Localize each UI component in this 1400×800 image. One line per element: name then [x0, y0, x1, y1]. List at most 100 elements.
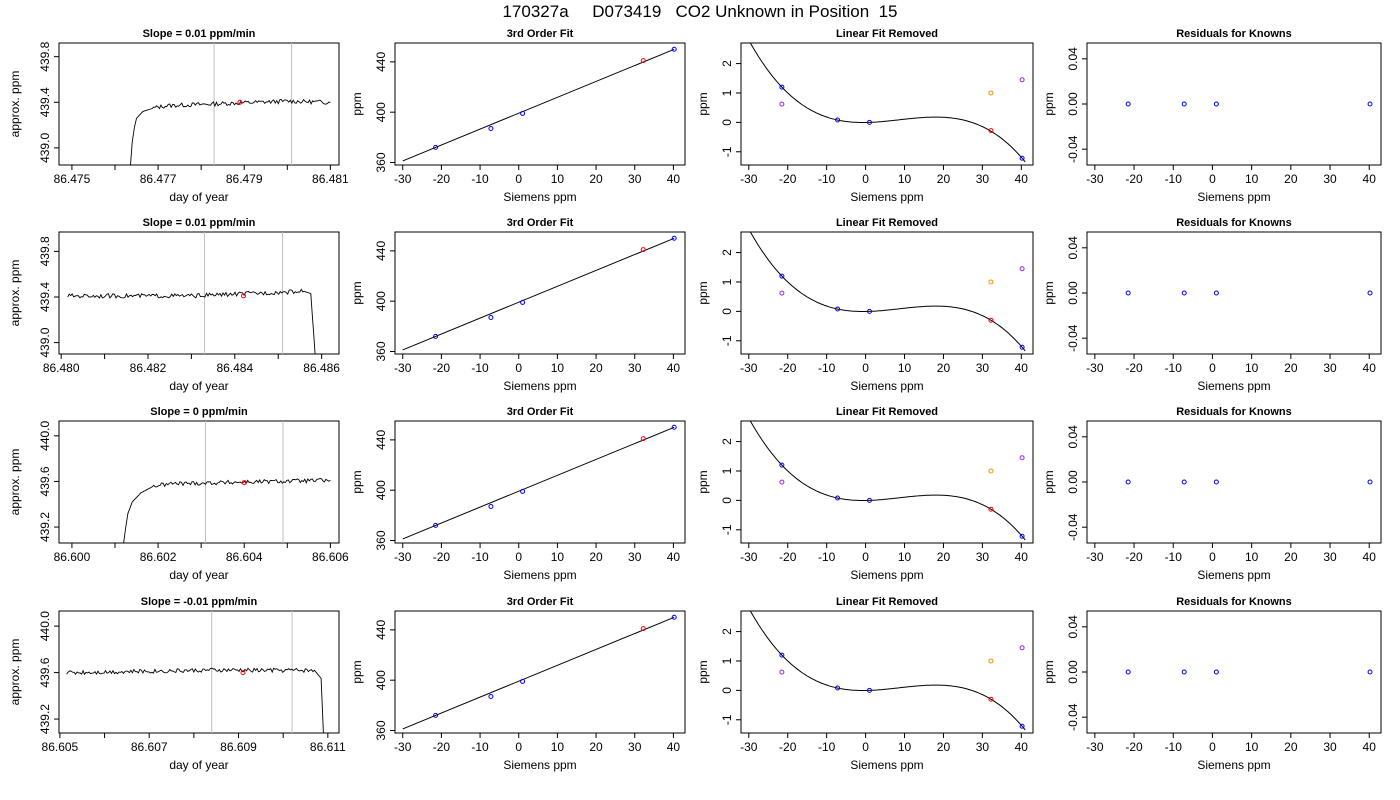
plot-frame	[394, 231, 686, 355]
concentration-trace	[67, 288, 316, 354]
x-tick-label: -30	[1086, 550, 1104, 564]
y-axis-label: approx. ppm	[8, 449, 22, 516]
x-tick-label: -10	[471, 550, 489, 564]
standard-point	[866, 308, 872, 314]
y-axis-label: approx. ppm	[8, 639, 22, 706]
x-tick-label: -30	[394, 740, 412, 754]
x-tick-label: 40	[1363, 172, 1377, 186]
panel-title: Slope = 0.01 ppm/min	[143, 217, 256, 229]
standard-point	[835, 306, 841, 312]
x-tick-label: 40	[1015, 740, 1029, 754]
panel-title: Linear Fit Removed	[836, 406, 938, 418]
y-tick-label: -1	[720, 146, 734, 157]
x-tick-label: 10	[1245, 361, 1259, 375]
y-tick-label: 0.04	[1066, 425, 1080, 449]
x-tick-label: -30	[740, 740, 758, 754]
x-tick-label: 86.606	[312, 550, 349, 564]
x-tick-label: 20	[1284, 361, 1298, 375]
fit-curve	[749, 43, 1026, 163]
unknown-point	[988, 506, 994, 512]
y-tick-label: 2	[720, 628, 734, 635]
x-tick-label: 86.475	[54, 172, 91, 186]
panel-2-3: Linear Fit Removed-30 -20 -10 0 10 20 30 40-101…	[696, 217, 1034, 393]
panel-2-1: Slope = 0.01 ppm/min 86.480 86.482 86.484 86…	[8, 217, 340, 393]
x-tick-label: 0	[862, 361, 869, 375]
unknown-point	[988, 696, 994, 702]
standard-point	[1125, 101, 1131, 107]
x-tick-label: -20	[779, 172, 797, 186]
plot-frame	[1086, 420, 1382, 544]
y-tick-label: 2	[720, 249, 734, 256]
x-tick-label: 10	[898, 361, 912, 375]
residual-point	[1019, 645, 1025, 651]
unknown-point	[640, 58, 646, 64]
x-tick-label: 10	[898, 172, 912, 186]
x-tick-label: 40	[1015, 550, 1029, 564]
x-tick-label: 10	[551, 740, 565, 754]
residual-point	[988, 90, 994, 96]
plot-frame	[740, 42, 1034, 166]
y-tick-label: 440	[374, 52, 388, 72]
y-axis-label: ppm	[696, 92, 710, 115]
concentration-trace	[123, 478, 331, 543]
x-tick-label: 30	[628, 740, 642, 754]
standard-point	[1367, 479, 1373, 485]
x-axis-label: Siemens ppm	[503, 758, 576, 772]
plot-area	[130, 43, 331, 165]
y-tick-label: 400	[374, 291, 388, 311]
x-tick-label: 86.481	[312, 172, 349, 186]
x-tick-label: -10	[818, 172, 836, 186]
panel-title: 3rd Order Fit	[507, 217, 574, 229]
x-tick-label: 30	[976, 740, 990, 754]
x-axis-label: day of year	[169, 758, 228, 772]
plot-area	[1125, 290, 1373, 296]
panel-title: 3rd Order Fit	[507, 596, 574, 608]
x-axis-label: Siemens ppm	[850, 190, 923, 204]
y-axis-label: ppm	[350, 92, 364, 115]
x-tick-label: 20	[589, 550, 603, 564]
y-tick-label: -0.04	[1066, 324, 1080, 352]
x-tick-label: 40	[1363, 361, 1377, 375]
plot-frame	[1086, 610, 1382, 734]
standard-point	[433, 712, 439, 718]
x-tick-label: -20	[779, 361, 797, 375]
standard-point	[835, 117, 841, 123]
x-tick-label: -20	[433, 550, 451, 564]
panel-4-1: Slope = -0.01 ppm/min 86.605 86.607 86.609 8…	[8, 596, 346, 772]
y-tick-label: 439.0	[38, 327, 52, 357]
x-tick-label: 40	[1015, 361, 1029, 375]
standard-point	[866, 497, 872, 503]
panel-title: Residuals for Knowns	[1176, 28, 1292, 40]
standard-point	[520, 488, 526, 494]
x-tick-label: 10	[898, 740, 912, 754]
y-tick-label: 400	[374, 480, 388, 500]
y-tick-label: 439.2	[38, 512, 52, 542]
residual-point	[779, 101, 785, 107]
x-tick-label: -20	[779, 740, 797, 754]
panel-title: Slope = -0.01 ppm/min	[141, 596, 258, 608]
y-axis-label: ppm	[696, 660, 710, 683]
plot-frame	[58, 420, 340, 544]
plot-area	[1125, 669, 1373, 675]
y-tick-label: 0.00	[1066, 281, 1080, 305]
y-axis-label: ppm	[350, 660, 364, 683]
x-tick-label: 30	[628, 172, 642, 186]
standard-point	[779, 84, 785, 90]
fit-curve	[402, 616, 675, 730]
standard-point	[1181, 101, 1187, 107]
panel-4-3: Linear Fit Removed-30 -20 -10 0 10 20 30 40-101…	[696, 596, 1034, 772]
standard-point	[433, 333, 439, 339]
plot-area	[402, 614, 677, 730]
x-tick-label: 86.604	[226, 550, 263, 564]
plot-frame	[58, 42, 340, 166]
y-tick-label: 439.4	[38, 87, 52, 117]
x-axis-label: Siemens ppm	[850, 379, 923, 393]
y-tick-label: 1	[720, 467, 734, 474]
y-axis-label: ppm	[350, 281, 364, 304]
x-tick-label: 10	[1245, 740, 1259, 754]
plot-area	[1125, 101, 1373, 107]
x-tick-label: 10	[898, 550, 912, 564]
standard-point	[488, 694, 494, 700]
x-tick-label: -20	[779, 550, 797, 564]
x-axis-label: Siemens ppm	[1197, 379, 1270, 393]
